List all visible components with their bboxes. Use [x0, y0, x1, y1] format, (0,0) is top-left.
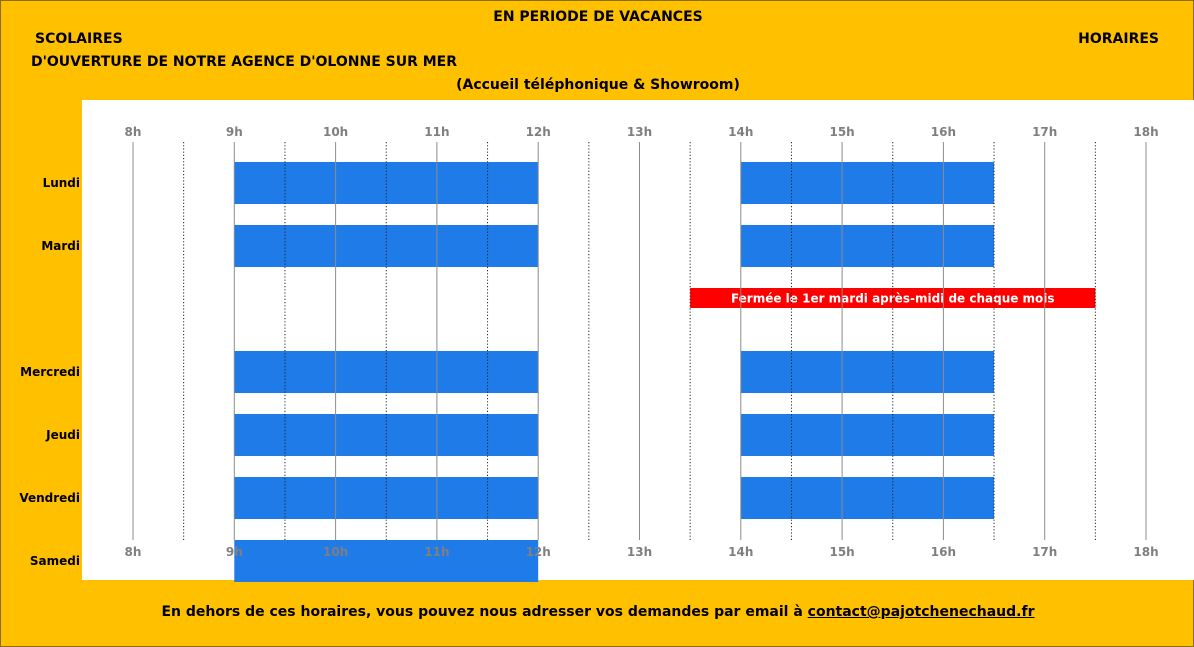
- bar-afternoon-lundi: [740, 162, 995, 204]
- footer-note: En dehors de ces horaires, vous pouvez n…: [1, 604, 1194, 620]
- bottom-tick-label: 11h: [424, 545, 449, 559]
- bar-afternoon-vendredi: [740, 477, 995, 519]
- bar-afternoon-mercredi: [740, 351, 995, 393]
- day-label: Lundi: [43, 176, 80, 190]
- footer-text: En dehors de ces horaires, vous pouvez n…: [161, 604, 808, 620]
- bottom-tick-label: 13h: [627, 545, 652, 559]
- header-line-4: (Accueil téléphonique & Showroom): [456, 77, 740, 93]
- schedule-chart: Fermée le 1er mardi après-midi de chaque…: [19, 125, 1159, 582]
- chart-area: Fermée le 1er mardi après-midi de chaque…: [19, 100, 1194, 582]
- bottom-tick-label: 14h: [728, 545, 753, 559]
- top-tick-label: 16h: [931, 125, 956, 139]
- header-line-2-left: SCOLAIRES: [35, 31, 123, 47]
- top-tick-label: 15h: [829, 125, 854, 139]
- top-tick-label: 11h: [424, 125, 449, 139]
- top-tick-label: 14h: [728, 125, 753, 139]
- top-tick-label: 13h: [627, 125, 652, 139]
- bottom-tick-label: 15h: [829, 545, 854, 559]
- top-tick-label: 9h: [226, 125, 243, 139]
- bottom-tick-label: 10h: [323, 545, 348, 559]
- day-label: Vendredi: [19, 491, 80, 505]
- top-tick-label: 12h: [526, 125, 551, 139]
- top-tick-label: 10h: [323, 125, 348, 139]
- bar-afternoon-mardi: [740, 225, 995, 267]
- day-label: Mardi: [41, 239, 80, 253]
- bar-afternoon-jeudi: [740, 414, 995, 456]
- header-line-1: EN PERIODE DE VACANCES: [493, 9, 703, 25]
- day-label: Jeudi: [45, 428, 80, 442]
- bottom-tick-label: 17h: [1032, 545, 1057, 559]
- day-label: Mercredi: [20, 365, 80, 379]
- bottom-tick-label: 9h: [226, 545, 243, 559]
- day-label: Samedi: [30, 554, 80, 568]
- bar-morning-samedi: [234, 540, 539, 582]
- contact-email-link[interactable]: contact@pajotchenechaud.fr: [807, 604, 1035, 620]
- top-tick-label: 18h: [1133, 125, 1158, 139]
- header-line-2-right: HORAIRES: [1078, 31, 1159, 47]
- top-tick-label: 17h: [1032, 125, 1057, 139]
- bottom-tick-label: 16h: [931, 545, 956, 559]
- bottom-tick-label: 8h: [125, 545, 142, 559]
- bottom-tick-label: 12h: [526, 545, 551, 559]
- closed-note-label: Fermée le 1er mardi après-midi de chaque…: [731, 292, 1055, 306]
- bottom-tick-label: 18h: [1133, 545, 1158, 559]
- header-line-3: D'OUVERTURE DE NOTRE AGENCE D'OLONNE SUR…: [31, 54, 458, 70]
- top-tick-label: 8h: [125, 125, 142, 139]
